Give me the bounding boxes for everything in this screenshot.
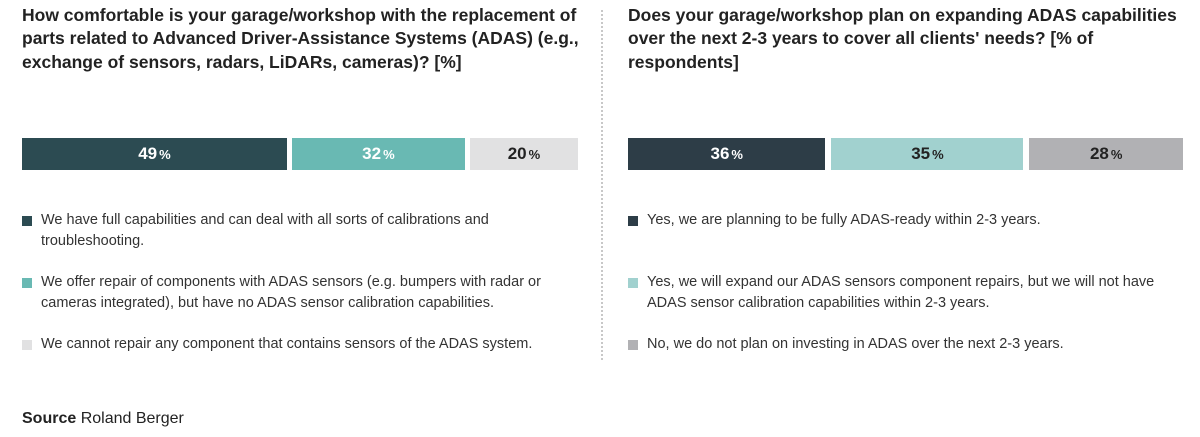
legend-item: We cannot repair any component that cont… <box>22 334 592 355</box>
legend-swatch <box>22 340 32 350</box>
bar-value-label: 28 <box>1089 144 1109 163</box>
source-note: Source Roland Berger <box>22 410 184 428</box>
legend-label: We cannot repair any component that cont… <box>41 336 533 352</box>
legend-item: Yes, we will expand our ADAS sensors com… <box>628 272 1183 314</box>
legend-swatch <box>22 216 32 226</box>
legend-swatch <box>22 278 32 288</box>
legend-item: Yes, we are planning to be fully ADAS-re… <box>628 210 1183 231</box>
legend-swatch <box>628 340 638 350</box>
legend-swatch <box>628 216 638 226</box>
panel-divider <box>601 10 603 360</box>
legend-item: We have full capabilities and can deal w… <box>22 210 592 252</box>
legend-label: Yes, we will expand our ADAS sensors com… <box>647 274 1155 311</box>
bar-unit-label: % <box>383 146 395 162</box>
bar-segment: 49% <box>22 138 287 170</box>
bar-value-label: 35 <box>911 144 931 163</box>
bar-unit-label: % <box>731 146 743 162</box>
bar-value-label: 36 <box>710 144 730 163</box>
source-label: Source <box>22 410 77 427</box>
left-stacked-bar: 49% 32% 20% <box>22 138 578 170</box>
legend-label: We have full capabilities and can deal w… <box>41 212 489 249</box>
bar-unit-label: % <box>1110 146 1123 162</box>
bar-value-label: 20 <box>507 144 527 163</box>
bar-segment: 36% <box>628 138 826 170</box>
right-stacked-bar: 36% 35% 28% <box>628 138 1183 170</box>
legend-label: We offer repair of components with ADAS … <box>41 274 541 311</box>
bar-segment: 35% <box>831 138 1024 170</box>
legend-swatch <box>628 278 638 288</box>
bar-unit-label: % <box>932 146 944 162</box>
legend-item: No, we do not plan on investing in ADAS … <box>628 334 1183 355</box>
bar-segment: 20% <box>469 138 578 170</box>
bar-value-label: 49 <box>138 144 158 163</box>
bar-value-label: 32 <box>362 144 382 163</box>
bar-segment: 32% <box>291 138 465 170</box>
bar-unit-label: % <box>159 146 171 162</box>
bar-unit-label: % <box>528 146 541 162</box>
right-chart-title: Does your garage/workshop plan on expand… <box>628 5 1177 72</box>
bar-segment: 28% <box>1029 138 1183 170</box>
legend-item: We offer repair of components with ADAS … <box>22 272 592 314</box>
legend-label: No, we do not plan on investing in ADAS … <box>647 336 1064 352</box>
source-name: Roland Berger <box>80 410 184 427</box>
legend-label: Yes, we are planning to be fully ADAS-re… <box>647 212 1041 228</box>
left-chart-title: How comfortable is your garage/workshop … <box>22 5 579 72</box>
